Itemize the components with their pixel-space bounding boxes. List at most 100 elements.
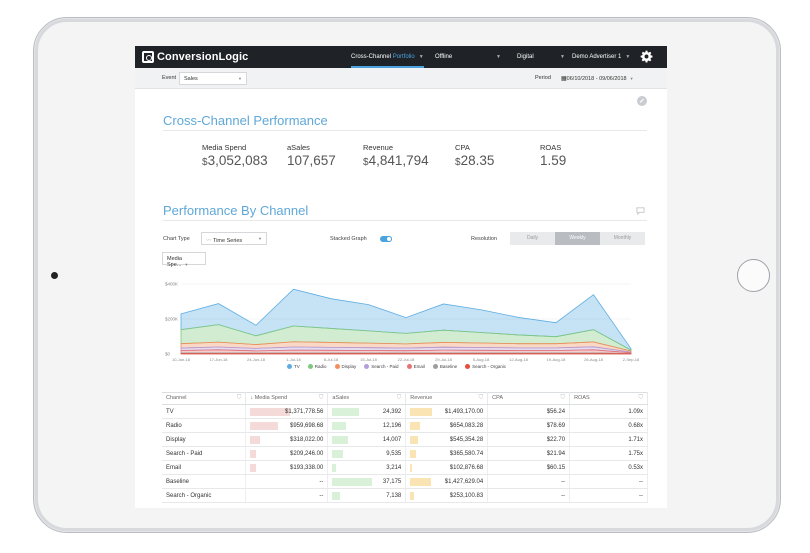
cell-roas: 0.53x <box>569 460 648 475</box>
cell-cpa: $56.24 <box>487 404 571 419</box>
period-label: Period <box>535 75 551 81</box>
calendar-icon: ▦ <box>561 76 567 82</box>
x-tick-label: 19-Aug-18 <box>547 357 566 362</box>
col-cpa[interactable]: CPA ⛉ <box>487 392 571 405</box>
performance-chart: $0 $200K $400K 10-Jun-18 17-Jun-18 24-Jun-18 1… <box>165 282 640 363</box>
cell-channel: Email <box>162 460 247 475</box>
app-logo[interactable]: ConversionLogic <box>142 50 248 64</box>
col-asales[interactable]: aSales ⛉ <box>327 392 407 405</box>
cell-channel: TV <box>162 404 247 419</box>
event-select[interactable]: Sales ▼ <box>179 72 247 85</box>
cell-roas: 1.09x <box>569 404 648 419</box>
legend-item[interactable]: Display <box>334 364 356 370</box>
spend-bar <box>250 422 279 430</box>
table-row[interactable]: TV $1,371,778.56 24,392 $1,493,170.00 $56.24… <box>162 404 648 419</box>
logo-icon <box>142 51 154 63</box>
x-tick-label: 2-Sep-18 <box>623 357 640 362</box>
table-row[interactable]: Search - Organic -- 7,138 $253,100.83 -- -- <box>162 488 648 503</box>
legend-item[interactable]: Search - Organic <box>465 364 506 370</box>
cell-asales: 3,214 <box>327 460 407 475</box>
revenue-bar <box>410 478 432 486</box>
chart-type-select[interactable]: 〰 Time Series ▼ <box>201 232 267 245</box>
legend-item[interactable]: Baseline <box>432 364 457 370</box>
y-tick-label: $200K <box>165 317 178 322</box>
resolution-monthly[interactable]: Monthly <box>600 232 645 245</box>
asales-bar <box>332 408 359 416</box>
period-select[interactable]: ▦06/10/2018 - 09/06/2018 ▼ <box>561 76 634 82</box>
legend-item[interactable]: Email <box>406 364 425 370</box>
cell-revenue: $654,083.28 <box>405 418 489 433</box>
nav-offline[interactable]: Offline ▼ <box>435 46 503 68</box>
table-row[interactable]: Email $193,338.00 3,214 $102,876.68 $60.15 0.… <box>162 460 648 475</box>
legend-swatch <box>334 364 340 370</box>
spend-bar <box>250 464 257 472</box>
filter-icon: ⛉ <box>638 395 643 401</box>
revenue-bar <box>410 464 412 472</box>
table-row[interactable]: Search - Paid $209,246.00 9,535 $365,580.74… <box>162 446 648 461</box>
revenue-bar <box>410 450 416 458</box>
asales-bar <box>332 450 343 458</box>
x-tick-label: 8-Jul-18 <box>324 357 339 362</box>
cell-media-spend: $1,371,778.56 <box>245 404 329 419</box>
col-roas[interactable]: ROAS ⛉ <box>569 392 648 405</box>
table-row[interactable]: Display $318,022.00 14,007 $545,354.28 $22.7… <box>162 432 648 447</box>
cell-cpa: $78.69 <box>487 418 571 433</box>
x-tick-label: 10-Jun-18 <box>172 357 191 362</box>
spend-bar <box>250 408 291 416</box>
cell-media-spend: $209,246.00 <box>245 446 329 461</box>
resolution-weekly[interactable]: Weekly <box>555 232 600 245</box>
table-row[interactable]: Baseline -- 37,175 $1,427,629.04 -- -- <box>162 474 648 489</box>
metric-asales: aSales 107,657 <box>287 143 336 168</box>
cell-media-spend: $318,022.00 <box>245 432 329 447</box>
gear-icon[interactable] <box>640 50 653 63</box>
cell-cpa: $60.15 <box>487 460 571 475</box>
legend-item[interactable]: Radio <box>307 364 327 370</box>
nav-cross-channel[interactable]: Cross-Channel Portfolio ▼ <box>351 46 424 68</box>
divider <box>163 220 647 221</box>
chart-legend: TV Radio Display Search - Paid Email Baseline… <box>287 364 506 370</box>
legend-swatch <box>307 364 313 370</box>
event-label: Event <box>162 75 177 81</box>
line-chart-icon: 〰 <box>206 238 212 244</box>
home-button[interactable] <box>737 259 770 292</box>
legend-swatch <box>465 364 471 370</box>
legend-item[interactable]: Search - Paid <box>364 364 399 370</box>
comment-icon[interactable] <box>636 206 645 215</box>
chevron-down-icon: ▼ <box>629 76 634 81</box>
x-tick-label: 29-Jul-18 <box>435 357 452 362</box>
cell-asales: 9,535 <box>327 446 407 461</box>
metric-select[interactable]: Media Spe... ▼ <box>162 252 206 268</box>
cell-channel: Radio <box>162 418 247 433</box>
link-icon[interactable] <box>637 96 647 106</box>
cell-roas: 1.71x <box>569 432 648 447</box>
channel-title: Performance By Channel <box>163 203 309 218</box>
chevron-down-icon: ▼ <box>184 262 189 267</box>
cell-revenue: $545,354.28 <box>405 432 489 447</box>
legend-item[interactable]: TV <box>287 364 300 370</box>
col-revenue[interactable]: Revenue ⛉ <box>405 392 489 405</box>
channel-table: Channel ⛉ ↓ Media Spend ⛉ aSales ⛉ Revenue ⛉… <box>162 392 648 503</box>
cell-revenue: $1,427,629.04 <box>405 474 489 489</box>
x-tick-label: 24-Jun-18 <box>247 357 266 362</box>
legend-swatch <box>406 364 412 370</box>
filter-icon: ⛉ <box>236 395 242 401</box>
nav-digital[interactable]: Digital ▼ <box>517 46 567 68</box>
stacked-graph-toggle[interactable] <box>380 236 392 242</box>
cell-channel: Display <box>162 432 247 447</box>
cell-revenue: $365,580.74 <box>405 446 489 461</box>
x-tick-label: 15-Jul-18 <box>360 357 377 362</box>
table-row[interactable]: Radio $959,698.68 12,196 $654,083.28 $78.69 0… <box>162 418 648 433</box>
x-tick-label: 26-Aug-18 <box>584 357 603 362</box>
overview-title: Cross-Channel Performance <box>163 113 328 128</box>
cell-roas: -- <box>569 488 648 503</box>
table-header-row: Channel ⛉ ↓ Media Spend ⛉ aSales ⛉ Revenue ⛉… <box>162 392 648 405</box>
filter-icon: ⛉ <box>318 395 324 401</box>
col-media-spend[interactable]: ↓ Media Spend ⛉ <box>245 392 329 405</box>
y-tick-label: $400K <box>165 282 178 287</box>
cell-revenue: $1,493,170.00 <box>405 404 489 419</box>
col-channel[interactable]: Channel ⛉ <box>162 392 247 405</box>
advertiser-select[interactable]: Demo Advertiser 1 ▼ <box>572 54 631 60</box>
cell-media-spend: -- <box>245 474 329 489</box>
revenue-bar <box>410 436 419 444</box>
resolution-daily[interactable]: Daily <box>510 232 555 245</box>
